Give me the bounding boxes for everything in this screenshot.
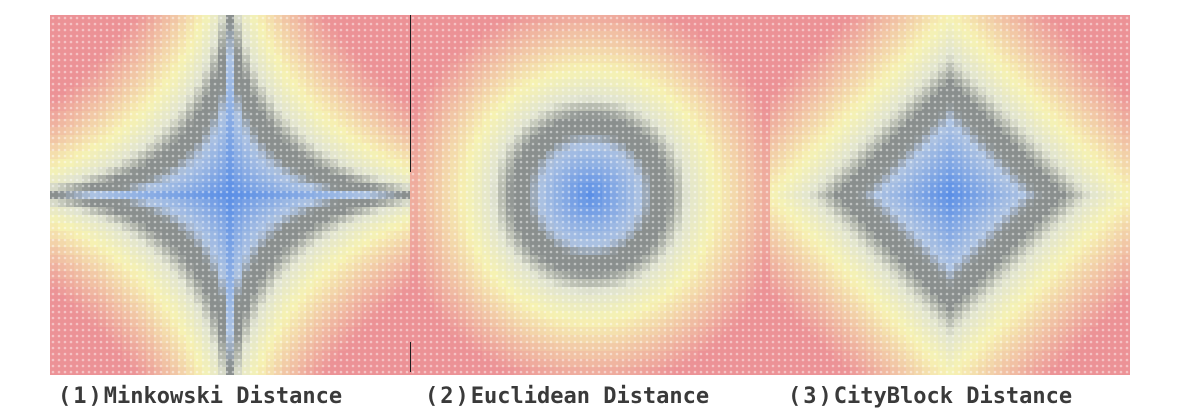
euclidean-heatmap-svg xyxy=(410,15,770,375)
euclidean-distance-heatmap xyxy=(410,15,770,375)
grid-dot-overlay xyxy=(410,15,770,375)
cityblock-distance-heatmap xyxy=(770,15,1130,375)
minkowski-heatmap-svg xyxy=(50,15,410,375)
cityblock-heatmap-svg xyxy=(770,15,1130,375)
minkowski-distance-heatmap xyxy=(50,15,410,375)
grid-dot-overlay xyxy=(50,15,410,375)
